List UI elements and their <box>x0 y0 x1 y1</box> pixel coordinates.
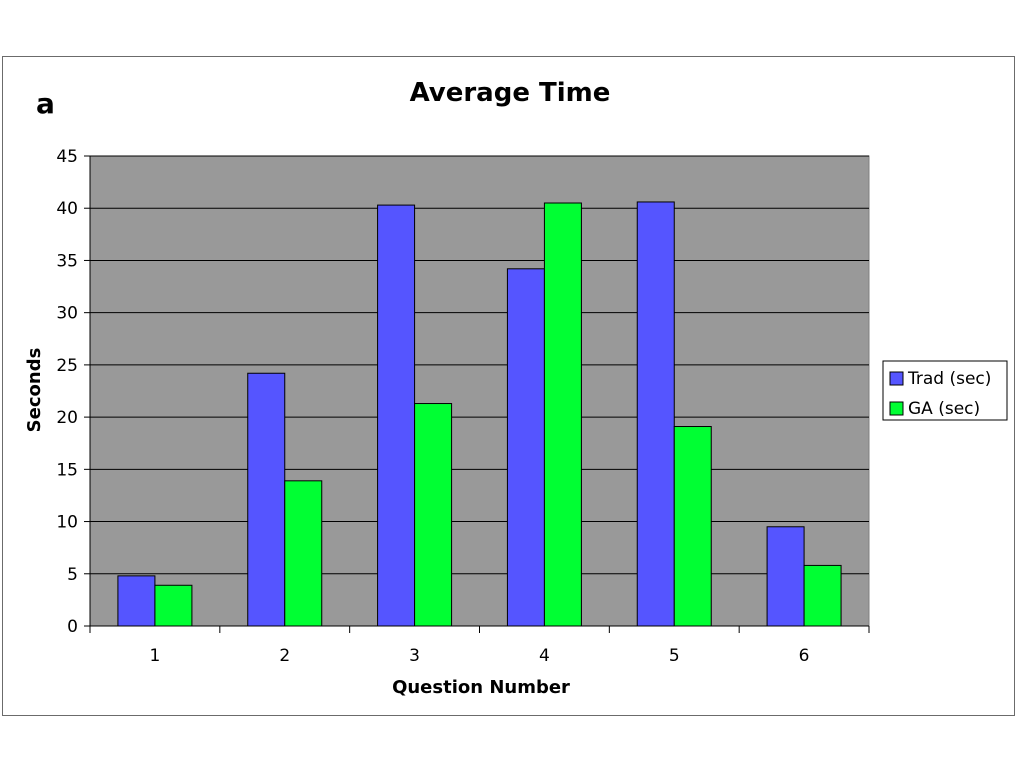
bar-trad-q4 <box>506 268 545 627</box>
bar-ga-q6 <box>803 564 842 627</box>
y-tick-label: 35 <box>56 251 78 271</box>
legend-swatch <box>889 401 904 416</box>
legend-swatch <box>889 371 904 386</box>
bar-trad-q6 <box>766 526 805 627</box>
bar-ga-q3 <box>414 403 453 627</box>
legend-box <box>882 360 1008 421</box>
y-axis-title: Seconds <box>24 348 45 433</box>
y-tick-label: 5 <box>67 565 78 585</box>
bar-ga-q2 <box>284 480 323 627</box>
y-tick-label: 15 <box>56 460 78 480</box>
y-tick-label: 20 <box>56 408 78 428</box>
plot-area <box>89 155 870 627</box>
chart-title: Average Time <box>410 78 611 108</box>
bar-trad-q2 <box>247 372 286 627</box>
x-axis-title: Question Number <box>392 677 570 698</box>
x-tick-label: 2 <box>279 646 290 666</box>
bar-ga-q5 <box>673 426 712 627</box>
panel-label: a <box>36 87 55 120</box>
bar-ga-q1 <box>154 584 193 627</box>
y-tick-label: 25 <box>56 356 78 376</box>
legend: Trad (sec) GA (sec) <box>882 360 1008 421</box>
y-tick-label: 45 <box>56 147 78 167</box>
x-tick-label: 6 <box>799 646 810 666</box>
bar-trad-q1 <box>117 575 156 627</box>
y-tick-label: 10 <box>56 513 78 533</box>
x-tick-label: 4 <box>539 646 550 666</box>
x-tick-label: 1 <box>150 646 161 666</box>
x-tick-label: 3 <box>409 646 420 666</box>
y-tick-label: 0 <box>67 617 78 637</box>
y-tick-label: 30 <box>56 304 78 324</box>
bar-trad-q3 <box>377 204 416 627</box>
legend-label: Trad (sec) <box>907 369 991 389</box>
bar-ga-q4 <box>543 202 582 627</box>
x-tick-label: 5 <box>669 646 680 666</box>
bars <box>117 201 842 627</box>
bar-trad-q5 <box>636 201 675 627</box>
legend-label: GA (sec) <box>908 399 980 419</box>
y-tick-label: 40 <box>56 199 78 219</box>
gridlines <box>90 155 869 575</box>
